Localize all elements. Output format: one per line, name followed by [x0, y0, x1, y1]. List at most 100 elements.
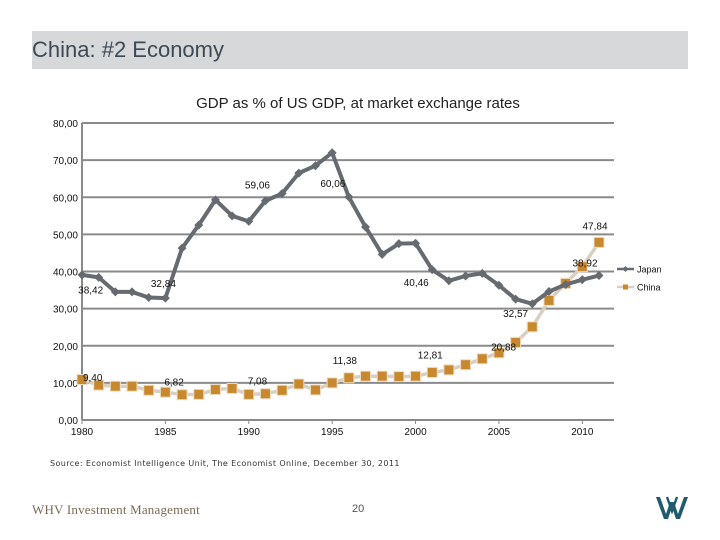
data-label: 32,57 [503, 309, 528, 320]
y-tick-label: 30,00 [53, 305, 78, 316]
japan-point [344, 192, 354, 202]
legend: Japan China [617, 265, 662, 293]
china-point [526, 321, 538, 333]
data-label: 47,84 [582, 221, 607, 232]
japan-point [577, 275, 587, 285]
data-label: 20,88 [491, 342, 516, 353]
data-label: 7,08 [248, 377, 268, 388]
japan-point [310, 161, 320, 171]
x-tick-label: 2010 [571, 427, 594, 438]
japan-point [561, 279, 571, 289]
japan-point [260, 196, 270, 206]
japan-point [110, 287, 120, 297]
x-tick-label: 1995 [321, 427, 344, 438]
y-tick-label: 20,00 [53, 342, 78, 353]
china-point [360, 370, 372, 382]
y-axis-ticks: 0,00 10,00 20,00 30,00 40,00 50,00 60,00 70,00 8… [53, 119, 78, 427]
japan-point [527, 299, 537, 309]
x-tick-label: 2000 [404, 427, 427, 438]
japan-point [127, 287, 137, 297]
data-labels: 38,42 32,84 59,06 60,06 40,46 32,57 38,92 9,40 6… [78, 179, 608, 389]
china-point [276, 384, 288, 396]
china-point [326, 377, 338, 389]
china-point [443, 364, 455, 376]
x-axis-ticks: 1980 1985 1990 1995 2000 2005 2010 [71, 420, 594, 438]
firm-name: WHV Investment Management [32, 502, 200, 517]
x-tick-label: 1980 [71, 427, 94, 438]
japan-point [327, 148, 337, 158]
china-point [126, 380, 138, 392]
china-point [209, 384, 221, 396]
data-label: 60,06 [320, 179, 345, 190]
series-japan [77, 148, 604, 309]
japan-point [394, 239, 404, 249]
china-point [259, 388, 271, 400]
japan-point [294, 168, 304, 178]
x-tick-label: 1990 [238, 427, 261, 438]
y-tick-label: 0,00 [59, 416, 79, 427]
japan-point [227, 211, 237, 221]
china-point [476, 353, 488, 365]
page-number: 20 [352, 503, 365, 515]
data-label: 32,84 [151, 279, 176, 290]
japan-point [594, 271, 604, 281]
x-tick-label: 1985 [154, 427, 177, 438]
data-label: 38,42 [78, 285, 103, 296]
legend-marker [623, 284, 628, 290]
china-point [343, 372, 355, 384]
china-point [543, 294, 555, 306]
china-point [426, 366, 438, 378]
china-point [460, 359, 472, 371]
japan-point [194, 220, 204, 230]
y-tick-label: 70,00 [53, 156, 78, 167]
y-tick-label: 60,00 [53, 193, 78, 204]
china-point [393, 371, 405, 383]
legend-item-japan: Japan [617, 265, 662, 275]
china-point [309, 384, 321, 396]
japan-point [461, 271, 471, 281]
japan-point [477, 268, 487, 278]
japan-point [210, 195, 220, 205]
china-point [293, 378, 305, 390]
china-point [243, 388, 255, 400]
japan-point [244, 216, 254, 226]
y-tick-label: 80,00 [53, 119, 78, 130]
slide-title-bar: China: #2 Economy [32, 31, 688, 69]
japan-point [177, 243, 187, 253]
y-tick-label: 50,00 [53, 230, 78, 241]
china-point [376, 370, 388, 382]
legend-label: Japan [637, 265, 662, 275]
china-point [576, 261, 588, 273]
legend-item-china: China [617, 283, 661, 293]
japan-point [277, 189, 287, 199]
x-tick-label: 2005 [488, 427, 511, 438]
japan-point [361, 222, 371, 232]
source-note: Source: Economist Intelligence Unit, The… [50, 459, 400, 468]
china-point [510, 336, 522, 348]
data-label: 59,06 [245, 181, 270, 192]
series-china [76, 236, 605, 401]
china-point [176, 389, 188, 401]
legend-label: China [637, 283, 661, 293]
china-point [159, 386, 171, 398]
japan-point [94, 272, 104, 282]
china-point [226, 382, 238, 394]
china-point [410, 370, 422, 382]
china-point [109, 380, 121, 392]
japan-point [511, 294, 521, 304]
china-point [593, 236, 605, 248]
y-tick-label: 10,00 [53, 379, 78, 390]
y-tick-label: 40,00 [53, 268, 78, 279]
japan-point [377, 249, 387, 259]
japan-point [427, 265, 437, 275]
china-point [76, 374, 88, 386]
china-point [93, 379, 105, 391]
data-label: 40,46 [404, 278, 429, 289]
data-label: 12,81 [418, 350, 443, 361]
china-point [493, 347, 505, 359]
japan-point [77, 270, 87, 280]
whv-logo-icon [656, 496, 688, 519]
data-label: 11,38 [333, 356, 358, 367]
japan-line [81, 150, 600, 306]
